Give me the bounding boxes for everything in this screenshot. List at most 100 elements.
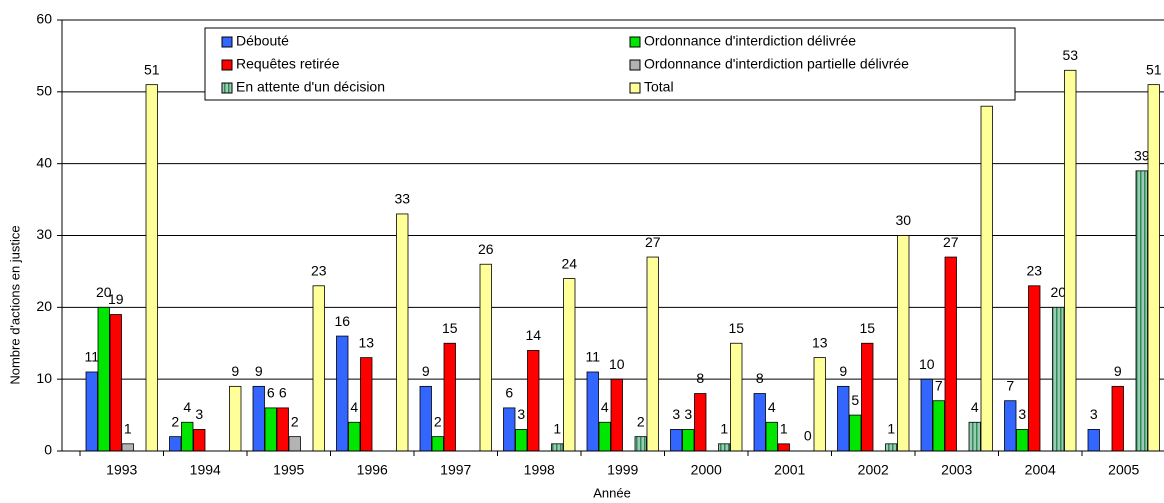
data-label: 19 xyxy=(108,291,124,307)
bar xyxy=(479,263,492,452)
bar xyxy=(849,414,862,452)
bar xyxy=(527,350,540,452)
data-label: 3 xyxy=(672,406,680,422)
data-label: 11 xyxy=(585,349,600,365)
data-label: 14 xyxy=(525,327,541,343)
x-axis-title: Année xyxy=(593,485,631,500)
data-label: 23 xyxy=(311,262,327,278)
x-tick-label: 1998 xyxy=(524,462,555,478)
bar xyxy=(85,371,98,452)
y-tick-label: 30 xyxy=(36,226,52,242)
data-label: 11 xyxy=(84,349,99,365)
bar xyxy=(837,385,850,452)
y-tick-label: 10 xyxy=(36,370,52,386)
bar xyxy=(229,385,242,452)
data-label: 3 xyxy=(195,406,203,422)
bar xyxy=(312,285,325,452)
x-tick-label: 2000 xyxy=(691,462,722,478)
bar xyxy=(551,443,564,452)
data-label: 5 xyxy=(851,392,859,408)
bar xyxy=(598,421,611,452)
data-label: 1 xyxy=(780,421,788,437)
data-label: 1 xyxy=(720,421,728,437)
data-label: 26 xyxy=(478,241,494,257)
bar xyxy=(431,436,444,452)
legend-swatch xyxy=(221,82,233,94)
legend-box xyxy=(204,27,1016,101)
data-label: 9 xyxy=(255,363,263,379)
bar xyxy=(670,429,683,452)
data-label: 8 xyxy=(756,370,764,386)
legend-label: Requêtes retirée xyxy=(236,56,340,72)
data-label: 13 xyxy=(812,334,828,350)
bar xyxy=(97,306,110,452)
bar xyxy=(264,407,277,452)
bar xyxy=(646,256,659,452)
bar xyxy=(694,393,707,452)
x-tick-label: 2005 xyxy=(1108,462,1139,478)
bar xyxy=(897,235,910,452)
data-label: 2 xyxy=(434,413,442,429)
data-label: 27 xyxy=(943,234,959,250)
data-label: 6 xyxy=(267,385,275,401)
data-label: 9 xyxy=(839,363,847,379)
y-tick-label: 60 xyxy=(36,11,52,27)
bar xyxy=(348,421,361,452)
legend-label: Débouté xyxy=(236,33,289,49)
bar xyxy=(765,421,778,452)
bar xyxy=(920,378,933,452)
data-label: 51 xyxy=(1146,61,1162,77)
y-tick-label: 20 xyxy=(36,298,52,314)
data-label: 1 xyxy=(553,421,561,437)
x-tick-label: 1996 xyxy=(357,462,388,478)
bar xyxy=(968,421,981,452)
bar xyxy=(396,213,409,452)
data-label: 3 xyxy=(1018,406,1026,422)
data-label: 3 xyxy=(1090,406,1098,422)
bar xyxy=(682,429,695,452)
x-tick-label: 2003 xyxy=(941,462,972,478)
bar xyxy=(610,378,623,452)
bar xyxy=(109,314,122,452)
bar xyxy=(730,342,743,452)
bar xyxy=(753,393,766,452)
bar xyxy=(276,407,289,452)
bar xyxy=(1028,285,1041,452)
data-label: 4 xyxy=(971,399,979,415)
data-label: 3 xyxy=(684,406,692,422)
data-label: 7 xyxy=(1006,377,1014,393)
bar xyxy=(1111,385,1124,452)
data-label: 10 xyxy=(919,356,935,372)
bar xyxy=(288,436,301,452)
legend-label: Ordonnance d'interdiction partielle déli… xyxy=(644,56,909,72)
bar xyxy=(932,400,945,452)
data-label: 9 xyxy=(1114,363,1122,379)
legend-label: En attente d'un décision xyxy=(236,79,385,95)
bar xyxy=(169,436,182,452)
bar xyxy=(718,443,731,452)
bar xyxy=(1016,429,1029,452)
data-label: 15 xyxy=(442,320,458,336)
legend-label: Total xyxy=(644,79,674,95)
legend-swatch xyxy=(629,59,641,71)
bar xyxy=(1147,84,1160,452)
y-axis-title: Nombre d'actions en justice xyxy=(7,225,22,384)
legend-swatch xyxy=(221,36,233,48)
data-label: 1 xyxy=(124,421,132,437)
x-tick-label: 1993 xyxy=(106,462,137,478)
bar xyxy=(1135,170,1148,452)
data-label: 4 xyxy=(183,399,191,415)
data-label: 3 xyxy=(517,406,525,422)
data-label: 20 xyxy=(96,284,112,300)
data-label: 20 xyxy=(1050,284,1066,300)
y-tick-label: 50 xyxy=(36,83,52,99)
x-tick-label: 1999 xyxy=(607,462,638,478)
bar xyxy=(980,105,993,452)
data-label: 39 xyxy=(1134,148,1150,164)
bar xyxy=(193,429,206,452)
bar xyxy=(634,436,647,452)
data-label: 7 xyxy=(935,377,943,393)
x-tick-label: 2004 xyxy=(1025,462,1056,478)
data-label: 4 xyxy=(601,399,609,415)
bar xyxy=(861,342,874,452)
